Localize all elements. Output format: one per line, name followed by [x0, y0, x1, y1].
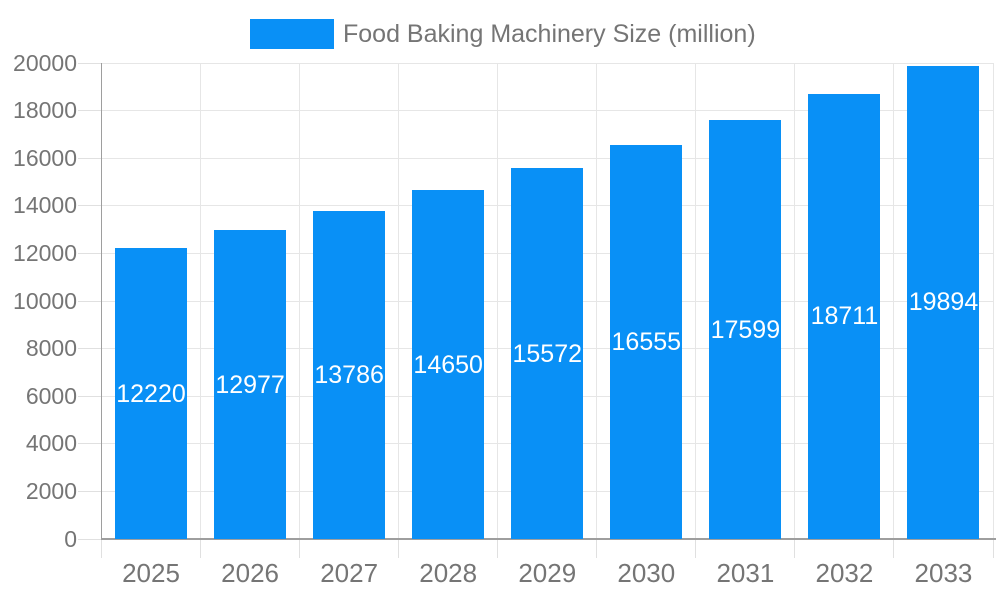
y-axis-label: 20000: [13, 49, 77, 76]
bar[interactable]: [214, 230, 287, 539]
x-axis-label: 2033: [914, 558, 973, 588]
x-gridline: [695, 63, 697, 539]
legend-label: Food Baking Machinery Size (million): [343, 20, 756, 48]
bar[interactable]: [808, 93, 881, 539]
y-tick: [77, 110, 101, 112]
y-tick: [77, 300, 101, 302]
bar[interactable]: [115, 248, 188, 539]
y-tick: [77, 538, 101, 540]
x-tick: [101, 540, 102, 558]
bar-value-label: 15572: [512, 339, 583, 368]
x-axis-line: [101, 538, 996, 540]
y-tick: [77, 252, 101, 254]
bar-value-label: 16555: [611, 327, 682, 356]
y-axis-line: [101, 63, 102, 539]
bar-value-label: 12977: [215, 370, 285, 399]
x-gridline: [200, 63, 202, 539]
y-axis-label: 12000: [13, 239, 77, 266]
y-axis-label: 4000: [25, 430, 77, 457]
y-tick: [77, 62, 101, 64]
bar[interactable]: [412, 190, 485, 539]
x-tick: [695, 540, 697, 558]
x-axis-label: 2027: [320, 558, 379, 588]
y-axis-label: 2000: [25, 477, 77, 504]
y-tick: [77, 157, 101, 159]
x-gridline: [794, 63, 796, 539]
y-gridline: [101, 110, 993, 112]
y-tick: [77, 205, 101, 207]
legend-swatch: [250, 19, 334, 49]
x-axis-label: 2025: [122, 558, 180, 588]
x-tick: [794, 540, 796, 558]
y-tick: [77, 443, 101, 445]
x-axis-label: 2030: [617, 558, 676, 588]
x-gridline: [596, 63, 598, 539]
bar-value-label: 17599: [710, 315, 781, 344]
y-axis-label: 0: [64, 525, 77, 552]
bar-value-label: 19894: [908, 288, 979, 317]
y-gridline: [101, 62, 993, 64]
x-gridline: [893, 63, 895, 539]
y-axis-label: 18000: [13, 97, 77, 124]
bar[interactable]: [610, 144, 683, 539]
y-axis-label: 10000: [13, 287, 77, 314]
bar[interactable]: [511, 168, 584, 539]
x-tick: [497, 540, 499, 558]
y-axis-label: 16000: [13, 144, 77, 171]
bar-value-label: 12220: [116, 379, 186, 408]
x-axis-label: 2026: [221, 558, 279, 588]
bar[interactable]: [907, 65, 980, 539]
x-axis-label: 2029: [518, 558, 577, 588]
x-axis-label: 2031: [716, 558, 775, 588]
x-tick: [596, 540, 598, 558]
x-tick: [299, 540, 301, 558]
y-gridline: [101, 157, 993, 159]
y-axis-label: 6000: [25, 382, 77, 409]
y-axis-label: 8000: [25, 335, 77, 362]
bar[interactable]: [313, 210, 386, 539]
y-tick: [77, 490, 101, 492]
x-axis-label: 2032: [815, 558, 874, 588]
x-tick: [200, 540, 202, 558]
bar-value-label: 18711: [810, 302, 879, 331]
x-gridline: [992, 63, 994, 539]
y-tick: [77, 348, 101, 350]
x-axis-label: 2028: [419, 558, 478, 588]
x-gridline: [299, 63, 301, 539]
bar[interactable]: [709, 120, 782, 539]
x-tick: [398, 540, 400, 558]
x-tick: [893, 540, 895, 558]
x-gridline: [398, 63, 400, 539]
bar-value-label: 14650: [413, 350, 483, 379]
x-tick: [992, 540, 994, 558]
y-tick: [77, 395, 101, 397]
y-axis-label: 14000: [13, 192, 77, 219]
bar-value-label: 13786: [314, 360, 384, 389]
x-gridline: [497, 63, 499, 539]
